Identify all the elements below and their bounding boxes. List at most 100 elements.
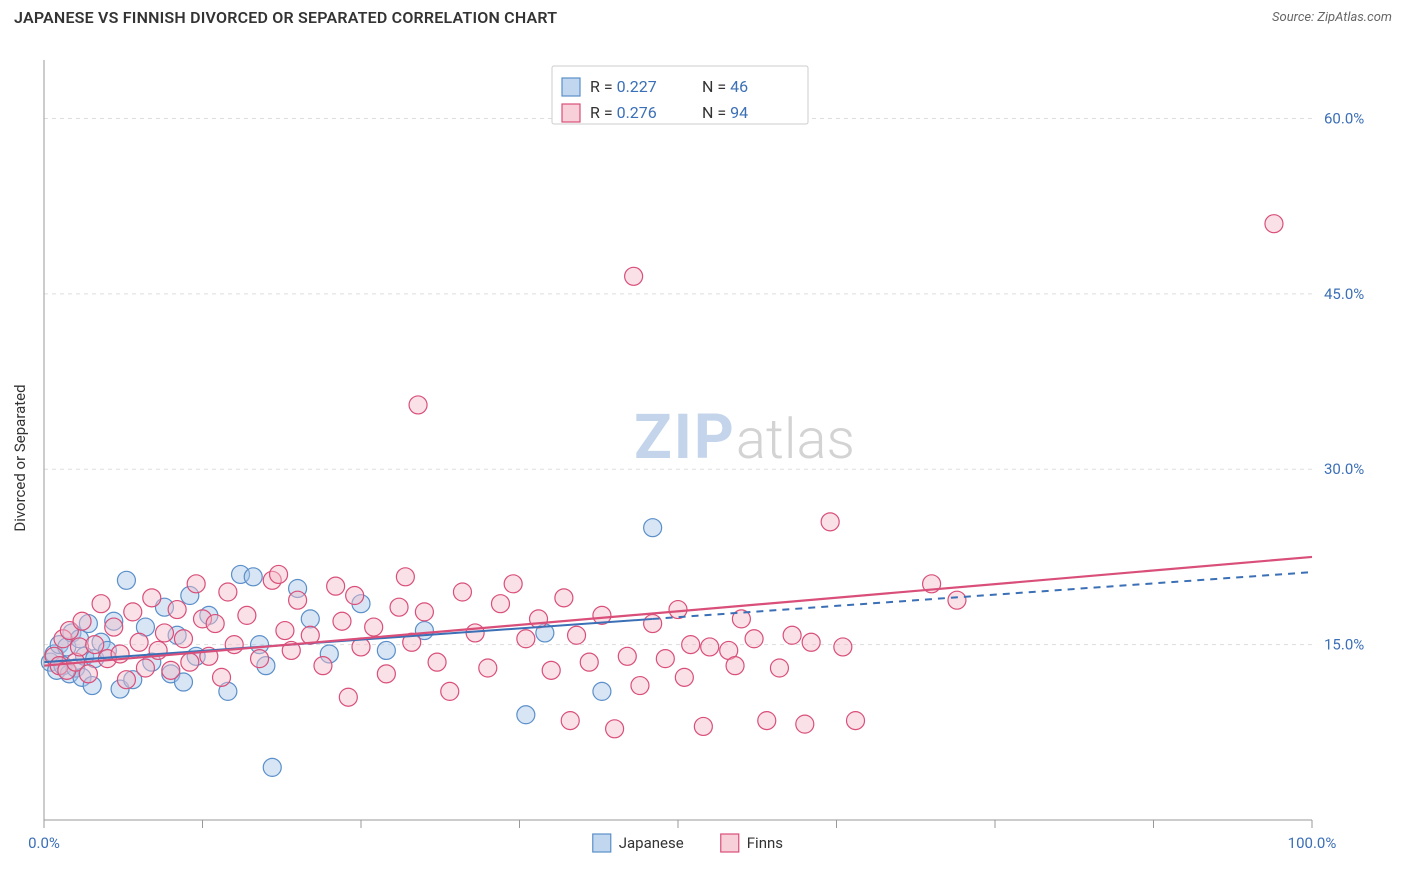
data-point bbox=[770, 659, 788, 677]
data-point bbox=[251, 650, 269, 668]
source-attribution: Source: ZipAtlas.com bbox=[1272, 10, 1392, 25]
data-point bbox=[73, 612, 91, 630]
data-point bbox=[143, 589, 161, 607]
data-point bbox=[530, 610, 548, 628]
data-point bbox=[675, 668, 693, 686]
data-point bbox=[276, 622, 294, 640]
y-tick-label: 60.0% bbox=[1324, 109, 1364, 127]
data-point bbox=[593, 682, 611, 700]
data-point bbox=[79, 665, 97, 683]
data-point bbox=[694, 717, 712, 735]
data-point bbox=[301, 610, 319, 628]
data-point bbox=[656, 650, 674, 668]
y-tick-label: 15.0% bbox=[1324, 636, 1364, 654]
y-axis-label: Divorced or Separated bbox=[11, 384, 29, 531]
data-point bbox=[174, 630, 192, 648]
legend-swatch bbox=[562, 78, 580, 96]
data-point bbox=[644, 615, 662, 633]
data-point bbox=[504, 575, 522, 593]
data-point bbox=[479, 659, 497, 677]
bottom-legend-swatch bbox=[721, 834, 739, 852]
data-point bbox=[396, 568, 414, 586]
data-point bbox=[206, 615, 224, 633]
data-point bbox=[561, 712, 579, 730]
data-point bbox=[181, 653, 199, 671]
y-tick-label: 30.0% bbox=[1324, 460, 1364, 478]
data-point bbox=[155, 624, 173, 642]
data-point bbox=[124, 603, 142, 621]
bottom-legend-label: Japanese bbox=[619, 834, 684, 852]
data-point bbox=[333, 612, 351, 630]
data-point bbox=[625, 267, 643, 285]
data-point bbox=[289, 591, 307, 609]
data-point bbox=[796, 715, 814, 733]
legend-n-label: N = 94 bbox=[702, 103, 748, 122]
data-point bbox=[441, 682, 459, 700]
data-point bbox=[238, 606, 256, 624]
chart-container: Divorced or Separated 15.0% 30.0% 45.0% 60.… bbox=[14, 38, 1392, 878]
data-point bbox=[263, 758, 281, 776]
data-point bbox=[948, 591, 966, 609]
data-point bbox=[644, 519, 662, 537]
data-point bbox=[117, 571, 135, 589]
legend-n-label: N = 46 bbox=[702, 77, 748, 96]
data-point bbox=[136, 659, 154, 677]
data-point bbox=[162, 661, 180, 679]
legend-r-label: R = 0.227 bbox=[590, 77, 657, 96]
data-point bbox=[618, 647, 636, 665]
data-point bbox=[168, 601, 186, 619]
data-point bbox=[117, 671, 135, 689]
data-point bbox=[346, 587, 364, 605]
data-point bbox=[339, 688, 357, 706]
data-point bbox=[580, 653, 598, 671]
data-point bbox=[802, 633, 820, 651]
data-point bbox=[606, 720, 624, 738]
data-point bbox=[783, 626, 801, 644]
legend-swatch bbox=[562, 104, 580, 122]
data-point bbox=[1265, 215, 1283, 233]
data-point bbox=[213, 668, 231, 686]
data-point bbox=[758, 712, 776, 730]
data-point bbox=[745, 630, 763, 648]
data-point bbox=[327, 577, 345, 595]
data-point bbox=[365, 618, 383, 636]
data-point bbox=[821, 513, 839, 531]
data-point bbox=[377, 641, 395, 659]
data-point bbox=[130, 633, 148, 651]
data-point bbox=[390, 598, 408, 616]
scatter-chart: 15.0% 30.0% 45.0% 60.0% ZIPatlas 0.0% 100.0% R … bbox=[14, 38, 1392, 878]
watermark: ZIPatlas bbox=[634, 401, 855, 474]
data-point bbox=[568, 626, 586, 644]
data-point bbox=[542, 661, 560, 679]
chart-title: JAPANESE VS FINNISH DIVORCED OR SEPARATE… bbox=[14, 8, 557, 27]
x-tick-label: 100.0% bbox=[1288, 834, 1337, 852]
data-point bbox=[453, 583, 471, 601]
data-point bbox=[92, 595, 110, 613]
data-point bbox=[726, 657, 744, 675]
data-point bbox=[270, 565, 288, 583]
data-point bbox=[428, 653, 446, 671]
data-point bbox=[409, 396, 427, 414]
data-point bbox=[631, 677, 649, 695]
data-point bbox=[847, 712, 865, 730]
x-tick-label: 0.0% bbox=[28, 834, 60, 852]
data-point bbox=[244, 568, 262, 586]
data-point bbox=[517, 706, 535, 724]
data-point bbox=[491, 595, 509, 613]
data-point bbox=[701, 638, 719, 656]
bottom-legend-label: Finns bbox=[747, 834, 783, 852]
y-tick-label: 45.0% bbox=[1324, 285, 1364, 303]
legend-r-label: R = 0.276 bbox=[590, 103, 657, 122]
trend-line-dash bbox=[653, 572, 1312, 619]
data-point bbox=[517, 630, 535, 648]
data-point bbox=[187, 575, 205, 593]
data-point bbox=[555, 589, 573, 607]
data-point bbox=[834, 638, 852, 656]
data-point bbox=[415, 603, 433, 621]
data-point bbox=[219, 583, 237, 601]
data-point bbox=[682, 636, 700, 654]
data-point bbox=[105, 618, 123, 636]
bottom-legend-swatch bbox=[593, 834, 611, 852]
data-point bbox=[314, 657, 332, 675]
data-point bbox=[377, 665, 395, 683]
